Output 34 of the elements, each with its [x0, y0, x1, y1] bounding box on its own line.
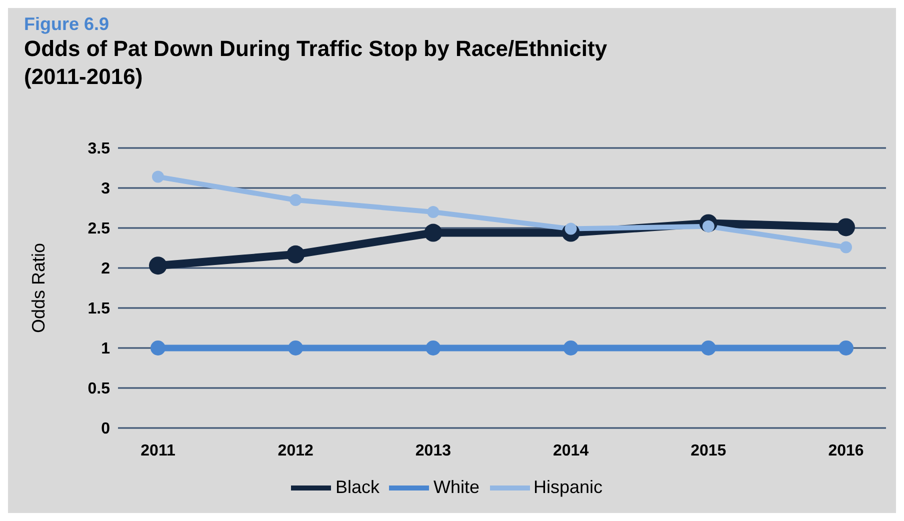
point: [286, 245, 305, 264]
point: [152, 170, 164, 183]
point: [837, 218, 855, 236]
point: [700, 340, 716, 356]
chart-subtitle: Figure 6.9: [24, 14, 110, 35]
point: [838, 340, 854, 356]
x-tick-label: 2014: [553, 442, 589, 460]
point: [288, 340, 304, 356]
y-tick-label: 3.5: [88, 140, 110, 158]
point: [563, 340, 578, 356]
point: [150, 340, 166, 356]
point: [149, 256, 167, 275]
y-tick-label: 0: [101, 420, 110, 438]
y-tick-label: 1: [101, 340, 110, 358]
x-tick-label: 2011: [140, 442, 176, 460]
y-tick-label: 3: [101, 180, 110, 198]
chart-title: Odds of Pat Down During Traffic Stop by Race/Ethnicity (2011-2016): [24, 35, 608, 91]
y-tick-label: 0.5: [88, 380, 110, 398]
y-axis-title: Odds Ratio: [28, 242, 48, 334]
point: [840, 241, 852, 254]
x-tick-label: 2015: [690, 442, 726, 460]
x-tick-label: 2016: [828, 442, 864, 460]
point: [426, 340, 441, 356]
y-tick-label: 2: [101, 260, 110, 278]
point: [424, 224, 442, 242]
x-tick-label: 2013: [415, 442, 452, 460]
legend-label: Hispanic: [534, 476, 603, 497]
x-tick-label: 2012: [278, 442, 314, 460]
legend-label: White: [433, 476, 480, 497]
point: [427, 206, 440, 218]
y-tick-label: 2.5: [88, 220, 110, 238]
y-tick-label: 1.5: [88, 300, 110, 318]
point: [290, 194, 302, 206]
legend-label: Black: [335, 476, 380, 497]
